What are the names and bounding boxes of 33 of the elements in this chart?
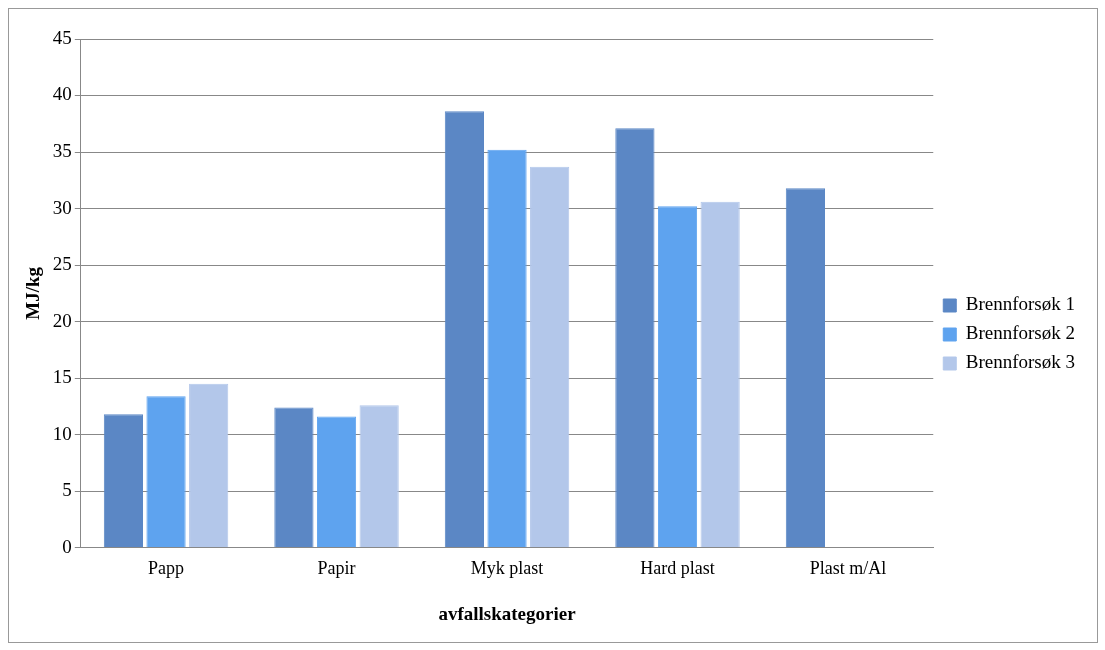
bar xyxy=(657,206,698,548)
bar xyxy=(444,111,485,548)
x-tick-label: Papp xyxy=(148,558,185,579)
y-tick-label: 35 xyxy=(52,140,72,162)
y-tick-label: 40 xyxy=(52,83,72,105)
bar xyxy=(785,188,826,548)
y-tick-label: 20 xyxy=(52,309,72,331)
legend-label: Brennforsøk 2 xyxy=(965,322,1075,344)
x-tick-label: Papir xyxy=(317,558,356,579)
y-tick-label: 30 xyxy=(52,196,72,218)
x-axis-title: avfallskategorier xyxy=(438,602,577,624)
x-tick-label: Hard plast xyxy=(640,558,715,579)
bar xyxy=(359,405,399,548)
y-tick-label: 15 xyxy=(52,366,72,388)
y-tick-label: 25 xyxy=(52,253,72,275)
y-tick-label: 10 xyxy=(52,422,72,444)
y-tick-label: 5 xyxy=(62,479,72,501)
bar xyxy=(530,166,570,548)
bar xyxy=(103,414,144,548)
y-axis-title: MJ/kg xyxy=(22,266,44,320)
bar xyxy=(274,407,314,548)
y-tick-label: 0 xyxy=(62,535,72,557)
legend-label: Brennforsøk 1 xyxy=(965,293,1075,315)
bar xyxy=(189,383,229,548)
bar xyxy=(700,201,740,548)
y-tick-label: 45 xyxy=(52,26,72,48)
bar xyxy=(487,149,527,548)
bar xyxy=(146,396,186,548)
bar xyxy=(615,128,655,548)
x-tick-label: Plast m/Al xyxy=(809,558,887,579)
x-tick-label: Myk plast xyxy=(470,558,544,579)
legend-label: Brennforsøk 3 xyxy=(965,351,1075,373)
bar xyxy=(316,416,357,548)
